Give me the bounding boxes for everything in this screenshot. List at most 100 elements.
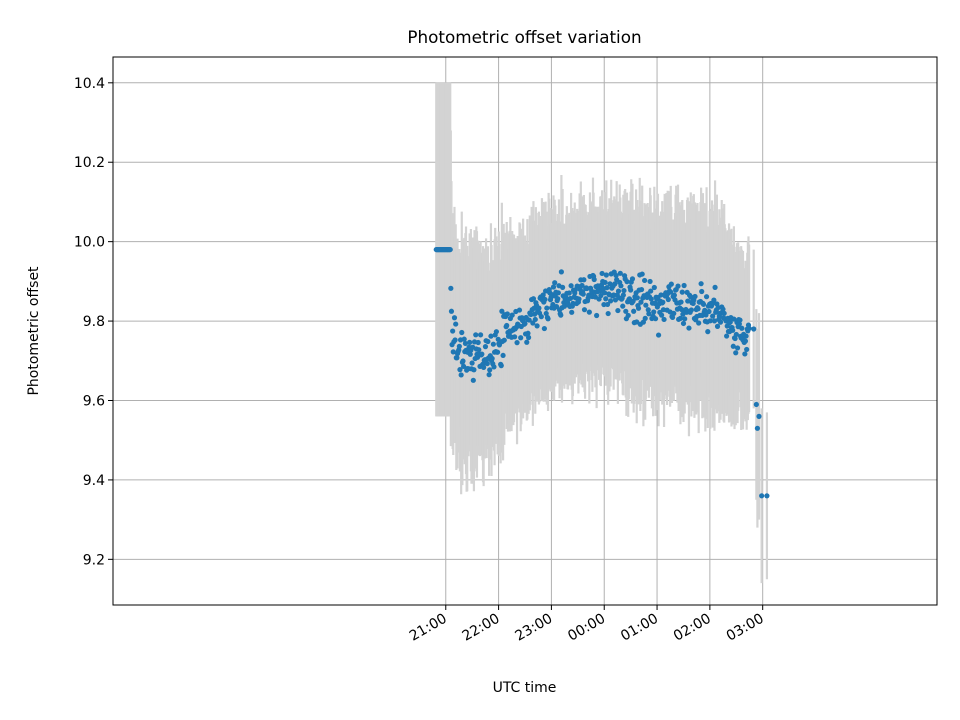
data-point — [538, 314, 544, 320]
data-point — [646, 311, 652, 317]
data-point — [581, 307, 588, 313]
data-point — [655, 332, 662, 338]
data-point — [669, 314, 676, 321]
data-point — [714, 323, 721, 329]
data-point — [639, 271, 645, 277]
data-point — [720, 306, 726, 312]
data-point — [524, 339, 530, 345]
data-point — [648, 288, 654, 294]
data-point — [601, 301, 607, 308]
data-point — [469, 360, 475, 366]
data-point — [612, 281, 618, 287]
data-point — [504, 322, 510, 329]
data-point — [699, 288, 705, 295]
data-point — [579, 282, 585, 289]
data-point — [629, 276, 636, 282]
data-point — [452, 337, 458, 343]
data-point — [544, 305, 550, 311]
data-point — [671, 310, 677, 317]
data-point — [737, 317, 743, 323]
data-point — [759, 493, 765, 499]
data-point — [522, 320, 528, 327]
data-point — [594, 312, 600, 319]
data-point — [634, 295, 640, 301]
data-point — [620, 292, 626, 298]
data-point — [540, 292, 546, 298]
data-point — [703, 312, 709, 318]
data-point — [753, 401, 759, 408]
data-point — [467, 351, 473, 357]
data-point — [476, 347, 482, 353]
data-points — [433, 246, 770, 499]
data-point — [711, 297, 717, 303]
data-point — [681, 282, 687, 289]
data-point — [751, 326, 757, 332]
data-point — [756, 413, 762, 419]
data-point — [500, 352, 506, 359]
y-tick-label: 10.2 — [74, 155, 105, 171]
data-point — [730, 343, 736, 349]
data-point — [648, 296, 654, 302]
data-point — [487, 367, 493, 373]
data-point — [635, 305, 642, 311]
data-point — [568, 283, 574, 289]
data-point — [643, 302, 649, 308]
data-point — [617, 270, 623, 276]
data-point — [525, 334, 532, 341]
data-point — [518, 335, 524, 341]
data-point — [504, 311, 510, 317]
data-point — [545, 316, 551, 322]
data-point — [601, 290, 608, 296]
data-point — [473, 332, 479, 338]
data-point — [742, 338, 749, 344]
data-point — [486, 372, 492, 378]
data-point — [555, 296, 561, 302]
data-point — [453, 321, 459, 327]
data-point — [534, 323, 540, 329]
data-point — [558, 269, 564, 275]
data-point — [471, 367, 477, 373]
data-point — [552, 280, 558, 286]
data-point — [448, 308, 455, 314]
data-point — [659, 312, 665, 318]
data-point — [626, 296, 633, 302]
data-point — [499, 308, 505, 314]
y-tick-label: 9.8 — [83, 314, 105, 330]
data-point — [705, 329, 711, 335]
data-point — [479, 351, 485, 357]
data-point — [605, 310, 611, 317]
data-point — [638, 286, 645, 293]
data-point — [615, 307, 621, 314]
data-point — [695, 306, 701, 312]
data-point — [495, 349, 501, 355]
data-point — [615, 288, 622, 294]
data-point — [550, 284, 557, 290]
data-point — [707, 318, 713, 324]
data-point — [591, 276, 597, 283]
data-point — [566, 290, 572, 296]
data-point — [703, 294, 710, 300]
data-point — [651, 284, 657, 291]
data-point — [490, 341, 496, 347]
data-point — [603, 272, 609, 278]
data-point — [613, 272, 619, 279]
data-point — [623, 308, 629, 314]
data-point — [456, 343, 462, 349]
plot-frame — [112, 56, 938, 606]
data-point — [514, 340, 520, 346]
data-point — [525, 330, 531, 336]
data-point — [717, 319, 724, 325]
data-point — [647, 278, 653, 285]
data-point — [481, 364, 487, 370]
data-point — [625, 312, 631, 319]
data-point — [491, 364, 497, 370]
data-point — [459, 329, 465, 336]
data-point — [660, 299, 666, 305]
data-point — [668, 281, 674, 287]
data-point — [624, 279, 630, 285]
data-point — [484, 360, 490, 367]
data-point — [677, 315, 684, 321]
data-point — [764, 493, 770, 499]
data-point — [652, 316, 659, 322]
data-point — [754, 425, 761, 431]
